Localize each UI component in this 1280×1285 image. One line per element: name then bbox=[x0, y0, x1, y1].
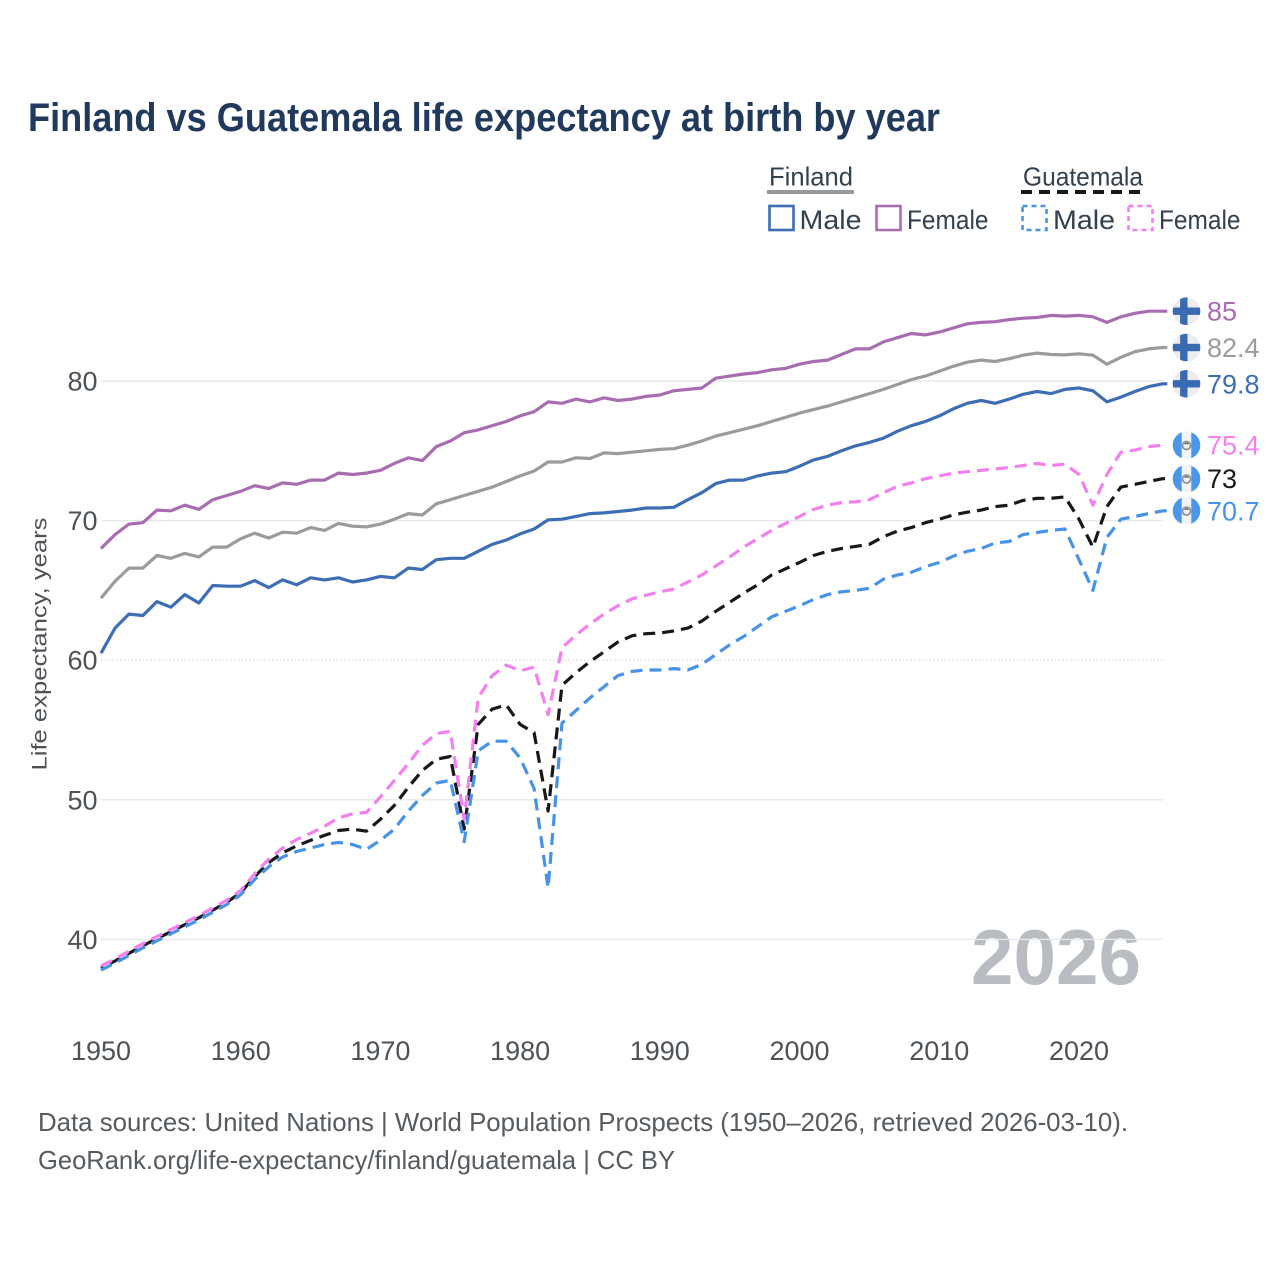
svg-text:85: 85 bbox=[1207, 297, 1237, 327]
svg-text:75.4: 75.4 bbox=[1207, 431, 1260, 461]
svg-text:Male: Male bbox=[800, 205, 862, 235]
svg-text:1980: 1980 bbox=[490, 1036, 550, 1066]
svg-text:82.4: 82.4 bbox=[1207, 333, 1260, 363]
svg-text:2020: 2020 bbox=[1049, 1036, 1109, 1066]
svg-text:Female: Female bbox=[1159, 205, 1241, 235]
svg-text:1990: 1990 bbox=[630, 1036, 690, 1066]
svg-text:2010: 2010 bbox=[909, 1036, 969, 1066]
svg-text:Life expectancy, years: Life expectancy, years bbox=[27, 518, 51, 771]
svg-text:2000: 2000 bbox=[769, 1036, 829, 1066]
svg-text:1950: 1950 bbox=[71, 1036, 131, 1066]
svg-text:Guatemala: Guatemala bbox=[1023, 162, 1144, 192]
svg-text:50: 50 bbox=[67, 785, 97, 815]
svg-text:40: 40 bbox=[67, 925, 97, 955]
svg-text:80: 80 bbox=[67, 367, 97, 397]
svg-text:GeoRank.org/life-expectancy/fi: GeoRank.org/life-expectancy/finland/guat… bbox=[38, 1145, 675, 1175]
svg-text:Finland: Finland bbox=[769, 162, 853, 192]
svg-text:1960: 1960 bbox=[211, 1036, 271, 1066]
svg-text:1970: 1970 bbox=[350, 1036, 410, 1066]
svg-text:70.7: 70.7 bbox=[1207, 496, 1260, 526]
svg-text:Finland vs Guatemala life expe: Finland vs Guatemala life expectancy at … bbox=[28, 96, 940, 140]
svg-text:Female: Female bbox=[907, 205, 989, 235]
svg-text:79.8: 79.8 bbox=[1207, 369, 1260, 399]
svg-text:70: 70 bbox=[67, 506, 97, 536]
svg-text:2026: 2026 bbox=[971, 913, 1141, 1001]
svg-text:Male: Male bbox=[1053, 205, 1115, 235]
svg-text:Data sources: United Nations |: Data sources: United Nations | World Pop… bbox=[38, 1107, 1128, 1137]
svg-text:60: 60 bbox=[67, 646, 97, 676]
svg-text:73: 73 bbox=[1207, 464, 1237, 494]
